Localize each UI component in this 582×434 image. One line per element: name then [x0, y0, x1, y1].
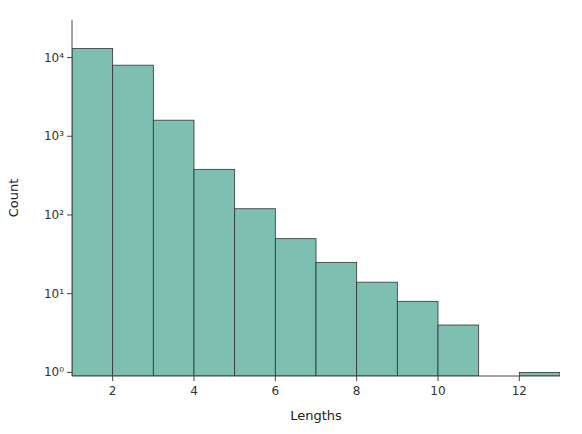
- bar: [438, 325, 479, 376]
- background: [0, 0, 582, 434]
- bar: [72, 49, 113, 376]
- x-tick-label: 8: [353, 384, 361, 398]
- bar: [519, 372, 560, 376]
- x-tick-label: 4: [190, 384, 198, 398]
- x-tick: [194, 376, 195, 381]
- x-axis-line: [72, 376, 560, 377]
- bar: [235, 209, 276, 376]
- x-tick: [112, 376, 113, 381]
- y-tick: [67, 136, 72, 137]
- x-tick: [275, 376, 276, 381]
- x-tick: [519, 376, 520, 381]
- bar: [357, 282, 398, 376]
- chart: 2 4 6 8 10 12 10⁰ 10¹ 10² 10³ 10⁴ Lengths Count: [0, 0, 582, 434]
- y-tick: [67, 57, 72, 58]
- y-tick-label: 10¹: [44, 287, 64, 301]
- bar: [316, 262, 357, 376]
- bars: [72, 49, 560, 376]
- x-tick-label: 12: [512, 384, 527, 398]
- bar: [153, 120, 194, 376]
- bar: [275, 239, 316, 376]
- y-tick: [67, 293, 72, 294]
- x-tick: [356, 376, 357, 381]
- x-tick-label: 6: [272, 384, 280, 398]
- x-tick-label: 2: [109, 384, 117, 398]
- y-axis-line: [72, 20, 73, 376]
- y-tick: [67, 372, 72, 373]
- y-tick-label: 10²: [44, 208, 64, 222]
- y-tick-label: 10⁴: [44, 51, 64, 65]
- y-tick-label: 10⁰: [44, 365, 64, 379]
- x-axis-label: Lengths: [290, 408, 342, 423]
- bar: [113, 65, 154, 376]
- x-tick: [438, 376, 439, 381]
- y-tick-label: 10³: [44, 129, 64, 143]
- x-tick-label: 10: [430, 384, 445, 398]
- bar: [194, 169, 235, 376]
- y-tick: [67, 214, 72, 215]
- y-axis-label: Count: [6, 179, 21, 218]
- bar: [397, 301, 438, 376]
